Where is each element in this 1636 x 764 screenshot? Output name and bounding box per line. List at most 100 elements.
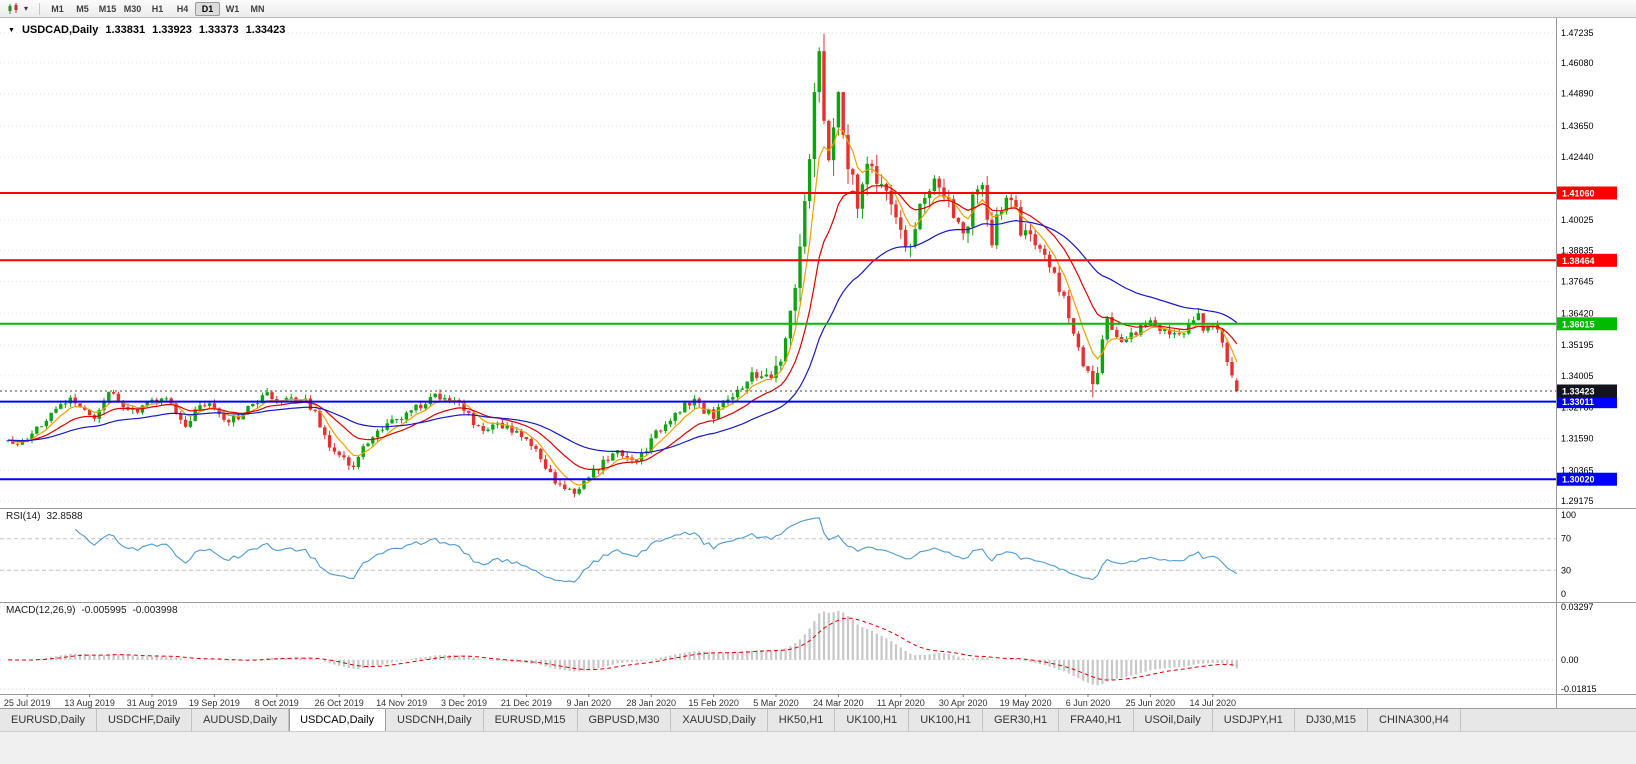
macd-signal-value: -0.003998: [132, 605, 178, 616]
ma-mid-line: [7, 184, 1238, 471]
date-axis-label: 8 Oct 2019: [255, 698, 299, 708]
price-axis-label: 1.36420: [1561, 308, 1594, 318]
symbol-tab-usdjpy-h1[interactable]: USDJPY,H1: [1212, 709, 1295, 731]
date-axis-label: 6 Jun 2020: [1066, 698, 1111, 708]
date-axis-label: 15 Feb 2020: [688, 698, 739, 708]
macd-histogram: [11, 610, 1238, 686]
symbol-tab-china300-h4[interactable]: CHINA300,H4: [1368, 709, 1461, 731]
svg-text:1.41060: 1.41060: [1562, 189, 1595, 199]
symbol-tab-uk100-h1[interactable]: UK100,H1: [909, 709, 983, 731]
timeframe-button-m5[interactable]: M5: [76, 3, 89, 14]
date-axis-label: 21 Dec 2019: [501, 698, 552, 708]
price-axis-label: 1.46080: [1561, 58, 1594, 68]
symbol-tab-uk100-h1[interactable]: UK100,H1: [835, 709, 910, 731]
svg-text:1.33011: 1.33011: [1562, 397, 1594, 407]
svg-text:1.30020: 1.30020: [1562, 475, 1595, 485]
date-axis-label: 11 Apr 2020: [877, 698, 925, 708]
date-axis-label: 25 Jun 2020: [1126, 698, 1176, 708]
ohlc-close-value: 1.33423: [245, 24, 286, 36]
ma-fast-line: [7, 128, 1238, 486]
rsi-axis-label: 30: [1561, 565, 1571, 575]
date-axis-label: 14 Nov 2019: [376, 698, 427, 708]
macd-axis-label: 0.00: [1561, 655, 1579, 665]
ma-slow-line: [7, 219, 1238, 454]
macd-axis-label: -0.01815: [1561, 684, 1597, 694]
ohlc-high-value: 1.33923: [152, 24, 192, 36]
current-price-badge: 1.33423: [1557, 384, 1617, 398]
date-axis-label: 30 Apr 2020: [939, 698, 988, 708]
date-axis-label: 3 Dec 2019: [441, 698, 487, 708]
chart-area: 1.47235 1.46080 1.44890 1.43650 1.42440 1.400…: [0, 18, 1636, 708]
level-price-badge: 1.36015: [1557, 317, 1617, 331]
rsi-axis-label: 70: [1561, 534, 1571, 544]
timeframe-button-m15[interactable]: M15: [98, 3, 117, 14]
symbol-tab-hk50-h1[interactable]: HK50,H1: [767, 709, 836, 731]
date-axis-label: 19 Sep 2019: [189, 698, 240, 708]
date-axis-label: 25 Jul 2019: [4, 698, 51, 708]
rsi-axis-label: 0: [1561, 589, 1566, 599]
price-grid: 1.47235 1.46080 1.44890 1.43650 1.42440 1.400…: [0, 28, 1594, 506]
symbol-tab-ger30-h1[interactable]: GER30,H1: [982, 709, 1060, 731]
symbol-tab-usdcnh-daily[interactable]: USDCNH,Daily: [386, 709, 484, 731]
symbol-tab-usdcad-daily[interactable]: USDCAD,Daily: [289, 709, 387, 731]
timeframe-button-mn[interactable]: MN: [250, 3, 265, 14]
rsi-current-value: 32.8588: [46, 511, 83, 522]
level-price-badge: 1.38464: [1557, 253, 1617, 267]
rsi-name: RSI(14): [6, 511, 41, 522]
macd-signal-line: [8, 617, 1237, 681]
date-axis-label: 5 Mar 2020: [753, 698, 799, 708]
price-axis-label: 1.30365: [1561, 465, 1594, 475]
rsi-line: [74, 517, 1238, 583]
price-axis-label: 1.38835: [1561, 246, 1594, 256]
timeframe-button-m1[interactable]: M1: [51, 3, 64, 14]
price-axis-label: 1.44890: [1561, 89, 1594, 99]
date-axis-label: 28 Jan 2020: [626, 698, 676, 708]
level-price-badge: 1.41060: [1557, 186, 1617, 200]
price-axis-label: 1.40025: [1561, 215, 1594, 225]
candlestick-chart-icon: [8, 2, 18, 14]
date-axis-label: 26 Oct 2019: [315, 698, 364, 708]
level-price-badge: 1.30020: [1557, 472, 1617, 486]
one-click-trading-triangle-icon[interactable]: ▼: [8, 26, 15, 34]
price-axis-label: 1.35195: [1561, 340, 1594, 350]
date-axis-label: 19 May 2020: [1000, 698, 1052, 708]
toolbar-separator: [39, 2, 41, 15]
date-axis-label: 13 Aug 2019: [64, 698, 115, 708]
timeframe-button-w1[interactable]: W1: [225, 3, 240, 14]
date-axis-label: 31 Aug 2019: [127, 698, 178, 708]
symbol-ohlc-line: ▼ USDCAD,Daily 1.33831 1.33923 1.33373 1…: [8, 24, 285, 36]
date-axis-label: 24 Mar 2020: [813, 698, 864, 708]
symbol-tab-usoil-daily[interactable]: USOil,Daily: [1133, 709, 1213, 731]
price-axis-label: 1.31590: [1561, 434, 1594, 444]
timeframe-button-h1[interactable]: H1: [151, 3, 164, 14]
symbol-tab-fra40-h1[interactable]: FRA40,H1: [1059, 709, 1134, 731]
price-axis-label: 1.37645: [1561, 277, 1594, 287]
ohlc-low-value: 1.33373: [198, 24, 239, 36]
price-axis-label: 1.43650: [1561, 121, 1594, 131]
chart-canvas[interactable]: 1.47235 1.46080 1.44890 1.43650 1.42440 1.400…: [0, 18, 1636, 708]
timeframe-button-h4[interactable]: H4: [176, 3, 189, 14]
symbol-tab-dj30-m15[interactable]: DJ30,M15: [1294, 709, 1368, 731]
price-axis-label: 1.42440: [1561, 152, 1594, 162]
top-toolbar: ▾ M1 M5 M15 M30 H1 H4 D1 W1 MN: [0, 0, 1636, 18]
symbol-tab-eurusd-m15[interactable]: EURUSD,M15: [483, 709, 578, 731]
symbol-tab-eurusd-daily[interactable]: EURUSD,Daily: [0, 709, 97, 731]
timeframe-buttons: M1 M5 M15 M30 H1 H4 D1 W1 MN: [45, 1, 270, 16]
price-axis-label: 1.47235: [1561, 28, 1594, 38]
symbol-tab-xauusd-daily[interactable]: XAUUSD,Daily: [671, 709, 768, 731]
symbol-tab-audusd-daily[interactable]: AUDUSD,Daily: [192, 709, 290, 731]
chart-type-button[interactable]: ▾: [4, 2, 31, 16]
status-bar: [0, 731, 1636, 764]
macd-axis-label: 0.03297: [1561, 602, 1594, 612]
chevron-down-icon: ▾: [24, 3, 29, 13]
macd-indicator-label: MACD(12,26,9) -0.005995 -0.003998: [6, 605, 178, 616]
svg-text:1.33423: 1.33423: [1562, 386, 1595, 396]
rsi-indicator-label: RSI(14) 32.8588: [6, 511, 83, 522]
svg-text:1.36015: 1.36015: [1562, 319, 1595, 329]
timeframe-button-m30[interactable]: M30: [123, 3, 142, 14]
rsi-axis-label: 100: [1561, 510, 1576, 520]
symbol-tab-usdchf-daily[interactable]: USDCHF,Daily: [96, 709, 193, 731]
timeframe-button-d1[interactable]: D1: [195, 1, 221, 16]
symbol-tab-gbpusd-m30[interactable]: GBPUSD,M30: [577, 709, 672, 731]
